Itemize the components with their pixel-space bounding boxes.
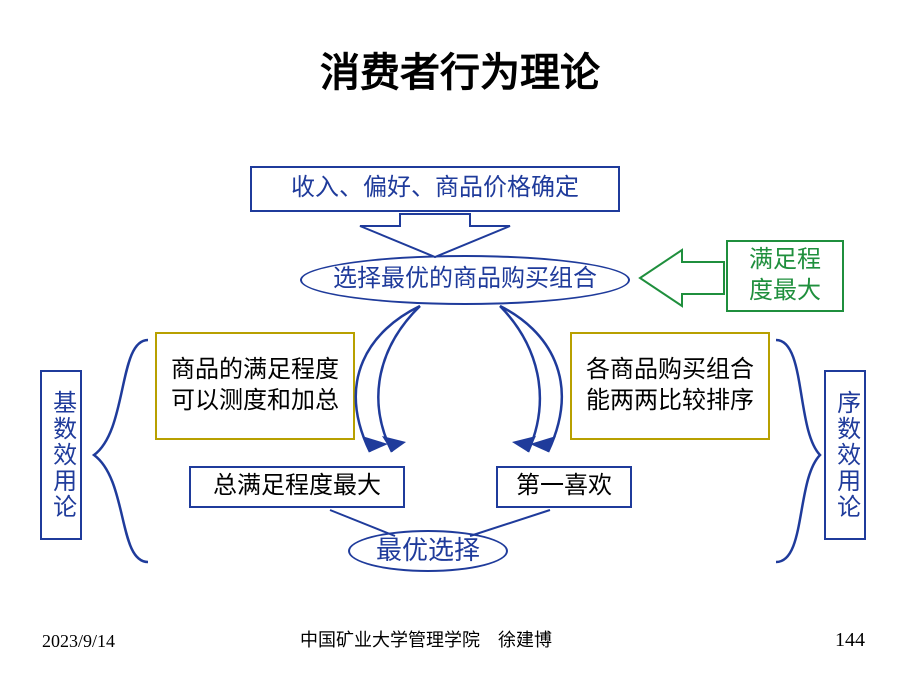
ordinal-utility-text: 序数效用论 <box>829 390 860 520</box>
left-brace-icon <box>94 340 148 562</box>
cardinal-utility-label: 基数效用论 <box>40 370 82 540</box>
curved-arrow-left-icon <box>356 306 420 452</box>
max-satisfaction-box: 满足程度最大 <box>726 240 844 312</box>
choice-text: 选择最优的商品购买组合 <box>333 264 597 295</box>
green-left-arrow-icon <box>640 250 724 306</box>
total-satisfaction-box: 总满足程度最大 <box>189 466 405 508</box>
page-title: 消费者行为理论 <box>0 40 920 98</box>
max-satisfaction-text: 满足程度最大 <box>738 245 832 307</box>
connectors-overlay <box>0 0 920 690</box>
cardinal-utility-text: 基数效用论 <box>45 390 76 520</box>
ordinal-utility-label: 序数效用论 <box>824 370 866 540</box>
optimal-choice-ellipse: 最优选择 <box>348 530 508 572</box>
input-conditions-box: 收入、偏好、商品价格确定 <box>250 166 620 212</box>
total-satisfaction-text: 总满足程度最大 <box>213 471 381 502</box>
first-preference-box: 第一喜欢 <box>496 466 632 508</box>
footer-institution: 中国矿业大学管理学院 徐建博 <box>300 626 552 652</box>
cardinal-description-box: 商品的满足程度可以测度和加总 <box>155 332 355 440</box>
down-arrow-icon <box>360 214 510 257</box>
curved-arrow-right-icon <box>500 306 562 452</box>
optimal-choice-text: 最优选择 <box>376 534 480 568</box>
choice-ellipse: 选择最优的商品购买组合 <box>300 255 630 305</box>
right-brace-icon <box>776 340 820 562</box>
footer-date: 2023/9/14 <box>42 631 115 652</box>
cardinal-description-text: 商品的满足程度可以测度和加总 <box>167 355 343 417</box>
input-conditions-text: 收入、偏好、商品价格确定 <box>291 173 579 204</box>
first-preference-text: 第一喜欢 <box>516 471 612 502</box>
connector-right-to-final <box>470 510 550 536</box>
ordinal-description-text: 各商品购买组合能两两比较排序 <box>582 355 758 417</box>
ordinal-description-box: 各商品购买组合能两两比较排序 <box>570 332 770 440</box>
footer-page-number: 144 <box>835 629 865 652</box>
